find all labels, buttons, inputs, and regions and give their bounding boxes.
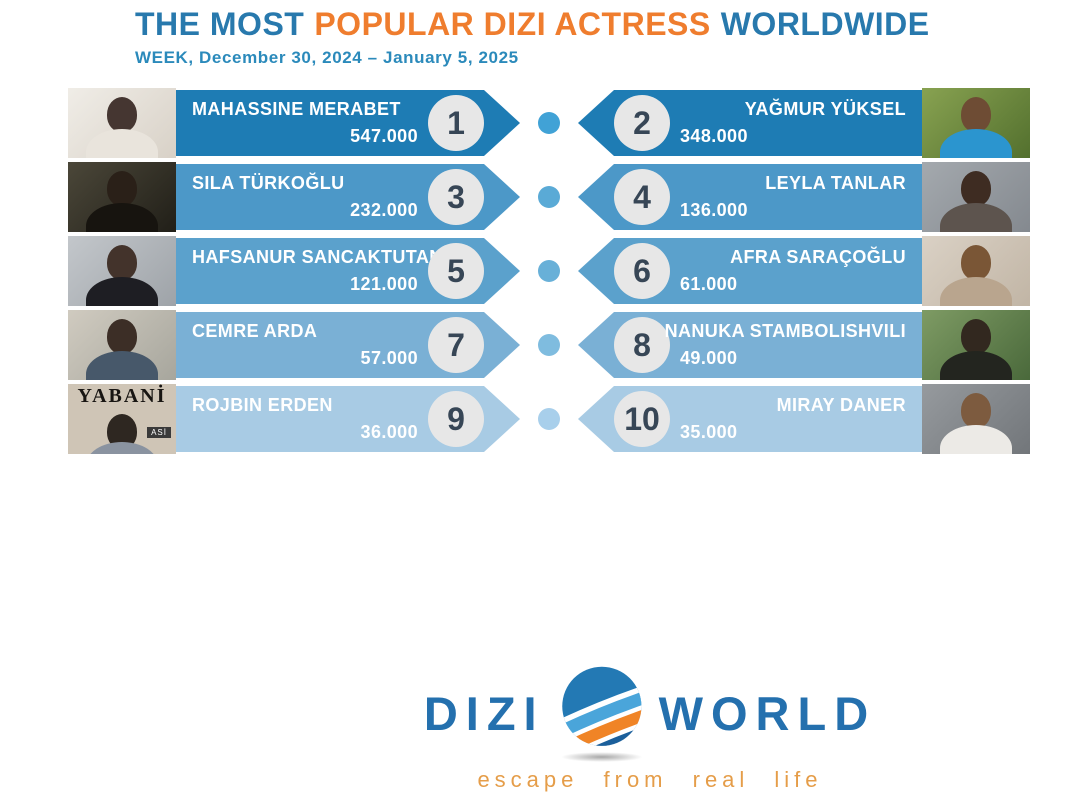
rank-bar: ROJBIN ERDEN 36.000 9 bbox=[176, 386, 520, 452]
rank-bar: 10 MIRAY DANER 35.000 bbox=[578, 386, 922, 452]
photo-leyla-tanlar bbox=[922, 162, 1030, 232]
photo-yagmur-yuksel bbox=[922, 88, 1030, 158]
vote-count: 57.000 bbox=[360, 348, 418, 368]
vote-count: 547.000 bbox=[350, 126, 418, 146]
subtitle-week-range: WEEK, December 30, 2024 – January 5, 202… bbox=[135, 48, 519, 67]
rank-bar: SILA TÜRKOĞLU 232.000 3 bbox=[176, 164, 520, 230]
actress-name: AFRA SARAÇOĞLU bbox=[730, 247, 906, 267]
logo-word-world: WORLD bbox=[658, 686, 877, 740]
ranking-entry-rank-3: SILA TÜRKOĞLU 232.000 3 bbox=[68, 162, 520, 232]
ranking-entry-rank-10: 10 MIRAY DANER 35.000 bbox=[578, 384, 1030, 454]
rank-badge: 3 bbox=[428, 169, 484, 225]
center-dot bbox=[538, 186, 560, 208]
poster-tag: ASİ bbox=[147, 427, 171, 438]
ranking-row-1: MAHASSINE MERABET 547.000 1 2 YAĞMUR YÜK… bbox=[68, 88, 1030, 158]
globe-icon bbox=[557, 664, 647, 762]
actress-name: MAHASSINE MERABET bbox=[192, 99, 401, 119]
actress-name: SILA TÜRKOĞLU bbox=[192, 173, 345, 193]
rank-badge: 6 bbox=[614, 243, 670, 299]
vote-count: 49.000 bbox=[680, 348, 738, 368]
ranking-row-5: YABANİ ASİ ROJBIN ERDEN 36.000 9 10 MIRA… bbox=[68, 384, 1030, 454]
vote-count: 121.000 bbox=[350, 274, 418, 294]
rank-badge: 1 bbox=[428, 95, 484, 151]
rank-bar: 4 LEYLA TANLAR 136.000 bbox=[578, 164, 922, 230]
actress-name: HAFSANUR SANCAKTUTAN bbox=[192, 247, 443, 267]
center-dot-holder bbox=[520, 334, 578, 356]
actress-name: LEYLA TANLAR bbox=[765, 173, 906, 193]
actress-name: NANUKA STAMBOLISHVILI bbox=[664, 321, 906, 341]
ranking-entry-rank-4: 4 LEYLA TANLAR 136.000 bbox=[578, 162, 1030, 232]
photo-mahassine-merabet bbox=[68, 88, 176, 158]
ranking-list: MAHASSINE MERABET 547.000 1 2 YAĞMUR YÜK… bbox=[68, 88, 1030, 458]
center-dot-holder bbox=[520, 112, 578, 134]
center-dot bbox=[538, 260, 560, 282]
rank-bar: CEMRE ARDA 57.000 7 bbox=[176, 312, 520, 378]
rank-badge: 8 bbox=[614, 317, 670, 373]
center-dot bbox=[538, 112, 560, 134]
vote-count: 136.000 bbox=[680, 200, 748, 220]
center-dot-holder bbox=[520, 260, 578, 282]
ranking-entry-rank-5: HAFSANUR SANCAKTUTAN 121.000 5 bbox=[68, 236, 520, 306]
rank-bar: 8 NANUKA STAMBOLISHVILI 49.000 bbox=[578, 312, 922, 378]
header: THE MOST POPULAR DIZI ACTRESS WORLDWIDE … bbox=[135, 6, 930, 68]
ranking-entry-rank-7: CEMRE ARDA 57.000 7 bbox=[68, 310, 520, 380]
rank-badge: 10 bbox=[614, 391, 670, 447]
page-title: THE MOST POPULAR DIZI ACTRESS WORLDWIDE bbox=[135, 6, 930, 43]
actress-name: MIRAY DANER bbox=[776, 395, 906, 415]
logo-tagline: escape from real life bbox=[477, 767, 823, 792]
actress-name: ROJBIN ERDEN bbox=[192, 395, 333, 415]
ranking-entry-rank-1: MAHASSINE MERABET 547.000 1 bbox=[68, 88, 520, 158]
center-dot-holder bbox=[520, 186, 578, 208]
rank-badge: 5 bbox=[428, 243, 484, 299]
rank-bar: MAHASSINE MERABET 547.000 1 bbox=[176, 90, 520, 156]
center-dot bbox=[538, 408, 560, 430]
rank-bar: 2 YAĞMUR YÜKSEL 348.000 bbox=[578, 90, 922, 156]
photo-sila-turkoglu bbox=[68, 162, 176, 232]
center-dot-holder bbox=[520, 408, 578, 430]
photo-miray-daner bbox=[922, 384, 1030, 454]
rank-badge: 2 bbox=[614, 95, 670, 151]
ranking-row-2: SILA TÜRKOĞLU 232.000 3 4 LEYLA TANLAR 1… bbox=[68, 162, 1030, 232]
vote-count: 36.000 bbox=[360, 422, 418, 442]
ranking-entry-rank-6: 6 AFRA SARAÇOĞLU 61.000 bbox=[578, 236, 1030, 306]
rank-badge: 9 bbox=[428, 391, 484, 447]
vote-count: 348.000 bbox=[680, 126, 748, 146]
photo-cemre-arda bbox=[68, 310, 176, 380]
photo-nanuka-stambolishvili bbox=[922, 310, 1030, 380]
ranking-row-3: HAFSANUR SANCAKTUTAN 121.000 5 6 AFRA SA… bbox=[68, 236, 1030, 306]
ranking-entry-rank-9: YABANİ ASİ ROJBIN ERDEN 36.000 9 bbox=[68, 384, 520, 454]
vote-count: 232.000 bbox=[350, 200, 418, 220]
photo-rojbin-erden-yabani-poster: YABANİ ASİ bbox=[68, 384, 176, 454]
logo-row: DIZI WORLD bbox=[424, 664, 876, 762]
rank-badge: 7 bbox=[428, 317, 484, 373]
logo-word-dizi: DIZI bbox=[423, 686, 545, 740]
photo-afra-saracoglu bbox=[922, 236, 1030, 306]
photo-hafsanur-sancaktutan bbox=[68, 236, 176, 306]
ranking-entry-rank-8: 8 NANUKA STAMBOLISHVILI 49.000 bbox=[578, 310, 1030, 380]
poster-title: YABANİ bbox=[77, 385, 167, 407]
rank-badge: 4 bbox=[614, 169, 670, 225]
rank-bar: 6 AFRA SARAÇOĞLU 61.000 bbox=[578, 238, 922, 304]
rank-bar: HAFSANUR SANCAKTUTAN 121.000 5 bbox=[176, 238, 520, 304]
dizi-world-logo: DIZI WORLD escape from real life bbox=[424, 664, 876, 793]
center-dot bbox=[538, 334, 560, 356]
actress-name: YAĞMUR YÜKSEL bbox=[744, 99, 906, 119]
title-segment-popular-dizi-actress: POPULAR DIZI ACTRESS bbox=[314, 6, 711, 42]
actress-name: CEMRE ARDA bbox=[192, 321, 318, 341]
title-segment-worldwide: WORLDWIDE bbox=[720, 6, 930, 42]
ranking-row-4: CEMRE ARDA 57.000 7 8 NANUKA STAMBOLISHV… bbox=[68, 310, 1030, 380]
vote-count: 35.000 bbox=[680, 422, 738, 442]
ranking-entry-rank-2: 2 YAĞMUR YÜKSEL 348.000 bbox=[578, 88, 1030, 158]
title-segment-the-most: THE MOST bbox=[135, 6, 305, 42]
globe-shadow bbox=[560, 752, 643, 762]
vote-count: 61.000 bbox=[680, 274, 738, 294]
